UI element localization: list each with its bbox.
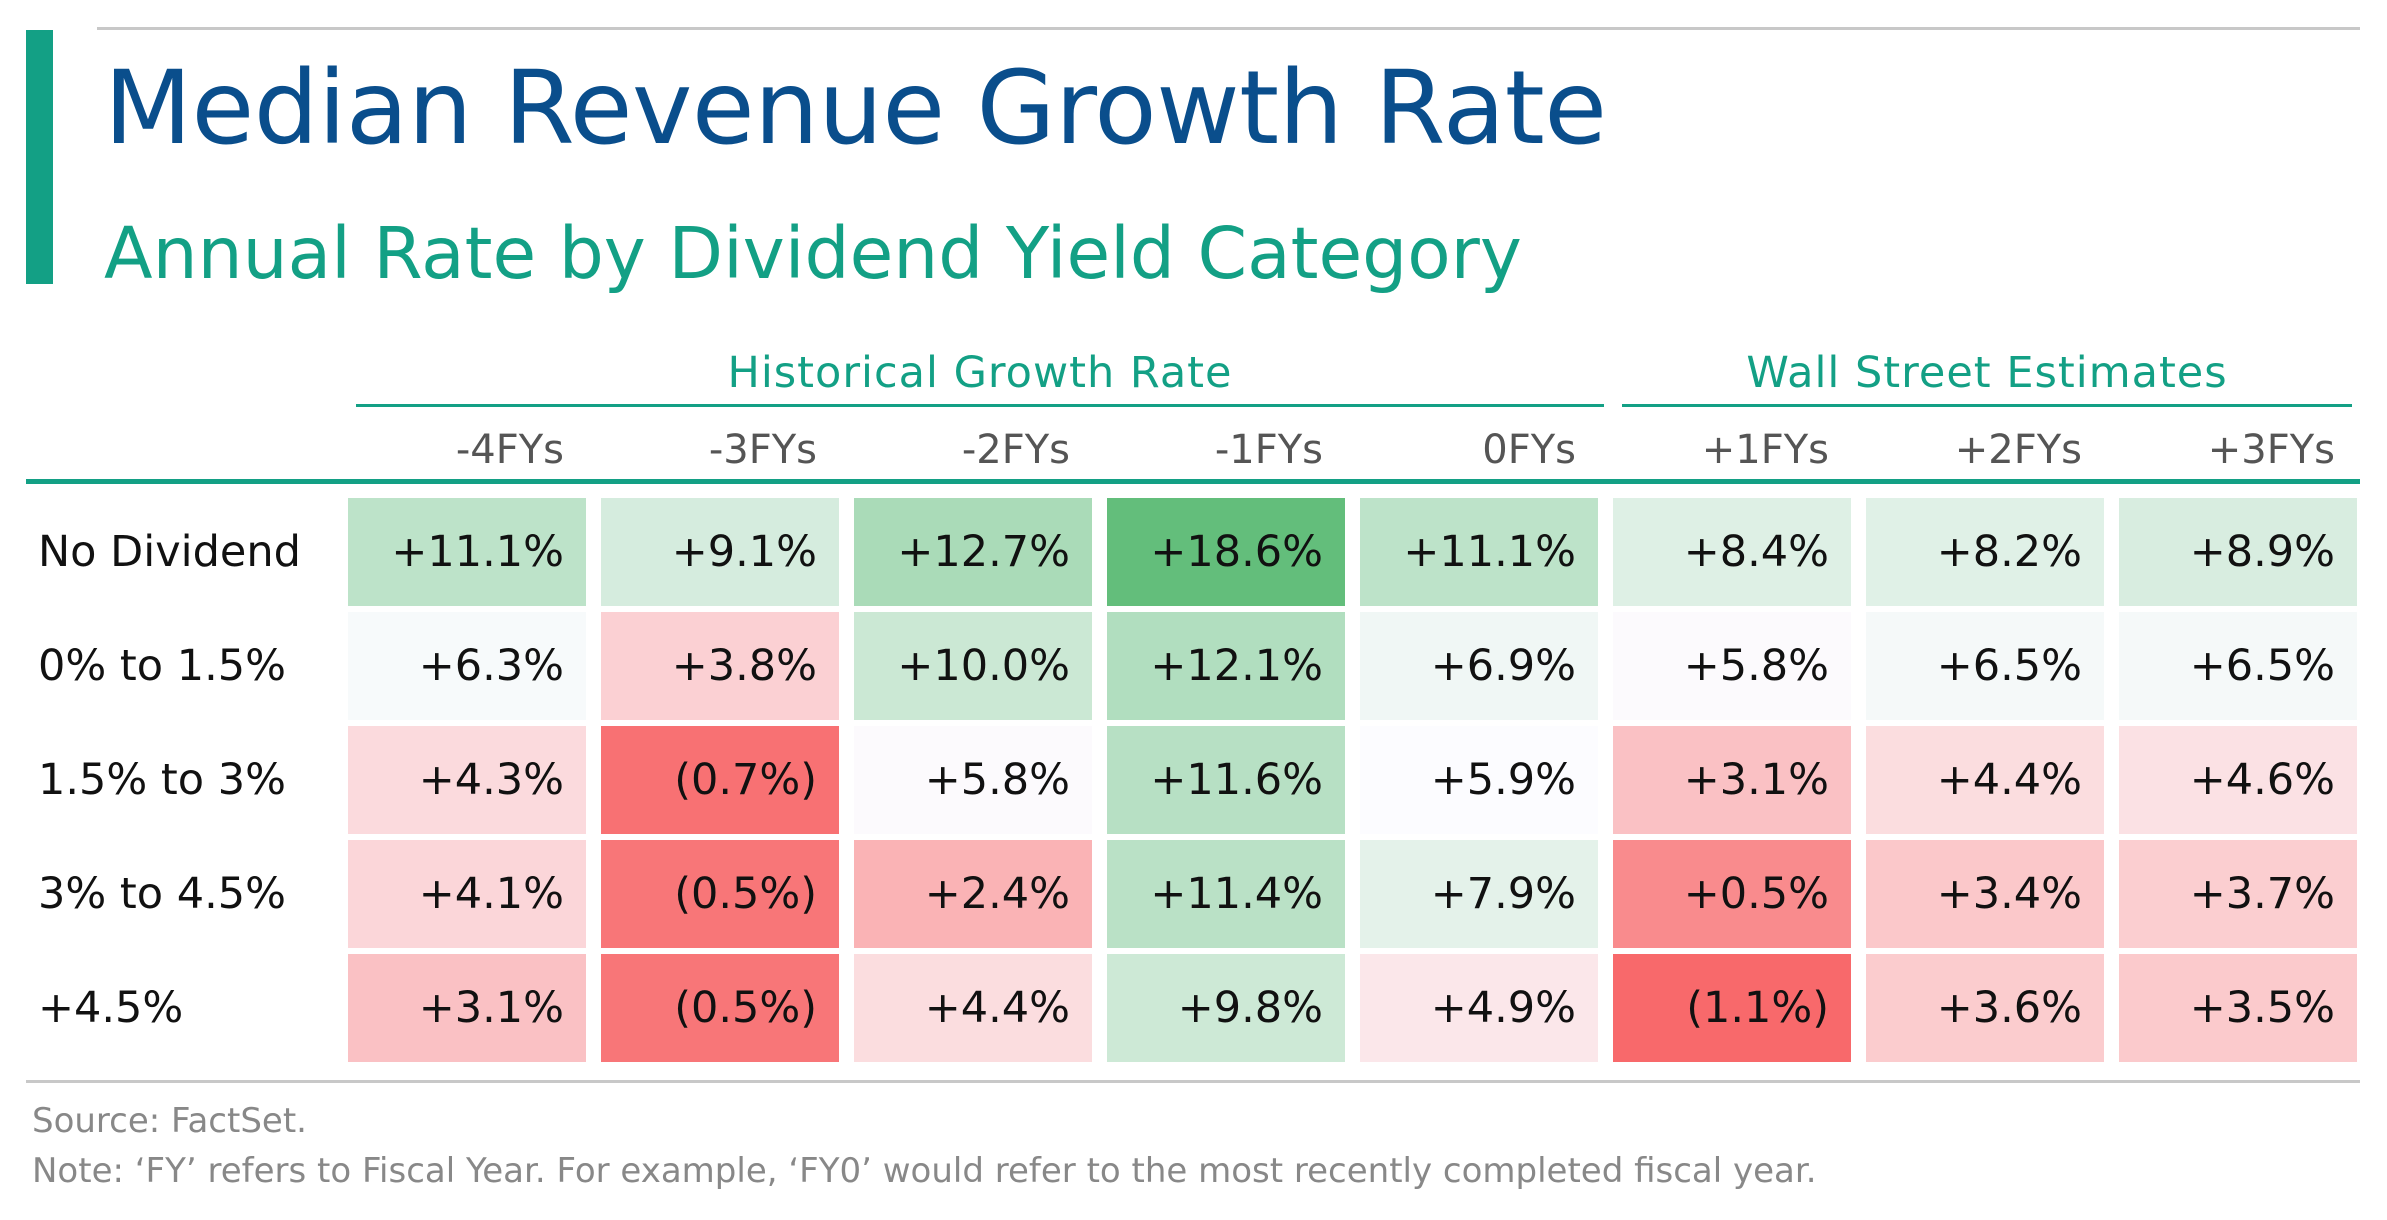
row-label: 0% to 1.5%: [38, 641, 286, 691]
column-header: +2FYs: [1954, 427, 2082, 473]
heatmap-cell: +6.5%: [1866, 612, 2104, 720]
header-rule: [26, 479, 2360, 484]
column-header: -2FYs: [961, 427, 1070, 473]
footnote: Note: ‘FY’ refers to Fiscal Year. For ex…: [32, 1151, 1817, 1191]
chart-subtitle: Annual Rate by Dividend Yield Category: [104, 212, 1522, 295]
heatmap-cell: +11.6%: [1107, 726, 1345, 834]
row-label: +4.5%: [38, 983, 184, 1033]
heatmap-cell: +6.9%: [1360, 612, 1598, 720]
source-note: Source: FactSet.: [32, 1101, 307, 1141]
column-header: 0FYs: [1482, 427, 1576, 473]
heatmap-cell: +10.0%: [854, 612, 1092, 720]
row-label: 3% to 4.5%: [38, 869, 286, 919]
heatmap-cell: +3.6%: [1866, 954, 2104, 1062]
heatmap-cell: +3.4%: [1866, 840, 2104, 948]
heatmap-cell: +6.5%: [2119, 612, 2357, 720]
top-rule: [97, 27, 2360, 30]
group-label-historical: Historical Growth Rate: [727, 348, 1233, 398]
bottom-rule: [26, 1080, 2360, 1083]
heatmap-cell: (0.5%): [601, 954, 839, 1062]
column-header: -1FYs: [1214, 427, 1323, 473]
heatmap-cell: +8.2%: [1866, 498, 2104, 606]
heatmap-cell: +11.1%: [348, 498, 586, 606]
group-label-estimates: Wall Street Estimates: [1746, 348, 2228, 398]
column-header: -3FYs: [708, 427, 817, 473]
chart-title: Median Revenue Growth Rate: [104, 49, 1607, 168]
heatmap-cell: +5.8%: [1613, 612, 1851, 720]
row-label: No Dividend: [38, 527, 301, 577]
heatmap-cell: +4.6%: [2119, 726, 2357, 834]
heatmap-cell: +8.4%: [1613, 498, 1851, 606]
heatmap-cell: +9.8%: [1107, 954, 1345, 1062]
title-accent-bar: [26, 30, 53, 284]
heatmap-cell: +4.9%: [1360, 954, 1598, 1062]
heatmap-cell: +4.1%: [348, 840, 586, 948]
heatmap-cell: +7.9%: [1360, 840, 1598, 948]
heatmap-cell: +3.7%: [2119, 840, 2357, 948]
heatmap-cell: +3.5%: [2119, 954, 2357, 1062]
column-header: -4FYs: [455, 427, 564, 473]
heatmap-cell: +3.8%: [601, 612, 839, 720]
heatmap-cell: +3.1%: [1613, 726, 1851, 834]
heatmap-cell: (0.5%): [601, 840, 839, 948]
heatmap-cell: +4.4%: [1866, 726, 2104, 834]
heatmap-cell: +4.3%: [348, 726, 586, 834]
heatmap-cell: +4.4%: [854, 954, 1092, 1062]
heatmap-cell: +12.1%: [1107, 612, 1345, 720]
heatmap-cell: (1.1%): [1613, 954, 1851, 1062]
column-header: +1FYs: [1701, 427, 1829, 473]
heatmap-cell: (0.7%): [601, 726, 839, 834]
group-rule-historical: [356, 404, 1604, 407]
heatmap-cell: +6.3%: [348, 612, 586, 720]
group-rule-estimates: [1622, 404, 2352, 407]
heatmap-cell: +11.4%: [1107, 840, 1345, 948]
heatmap-cell: +9.1%: [601, 498, 839, 606]
heatmap-cell: +8.9%: [2119, 498, 2357, 606]
heatmap-cell: +11.1%: [1360, 498, 1598, 606]
heatmap-cell: +5.8%: [854, 726, 1092, 834]
column-header: +3FYs: [2207, 427, 2335, 473]
heatmap-cell: +0.5%: [1613, 840, 1851, 948]
heatmap-cell: +2.4%: [854, 840, 1092, 948]
heatmap-cell: +12.7%: [854, 498, 1092, 606]
heatmap-cell: +3.1%: [348, 954, 586, 1062]
heatmap-cell: +18.6%: [1107, 498, 1345, 606]
heatmap-cell: +5.9%: [1360, 726, 1598, 834]
row-label: 1.5% to 3%: [38, 755, 286, 805]
